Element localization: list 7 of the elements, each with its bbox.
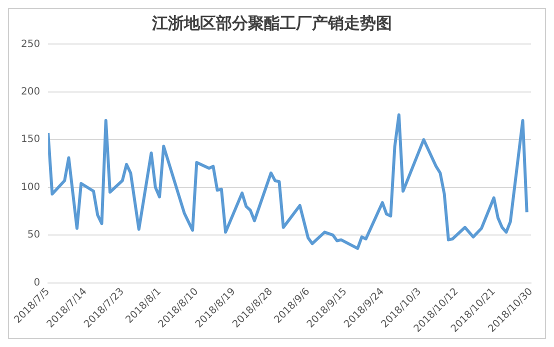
y-tick-label: 250: [20, 38, 40, 50]
y-tick-label: 50: [27, 230, 40, 241]
y-tick-label: 150: [20, 134, 40, 146]
y-tick-label: 200: [20, 86, 40, 98]
y-tick-label: 0: [34, 277, 40, 288]
y-tick-label: 100: [20, 182, 40, 193]
chart-title: 江浙地区部分聚酯工厂产销走势图: [151, 14, 392, 33]
